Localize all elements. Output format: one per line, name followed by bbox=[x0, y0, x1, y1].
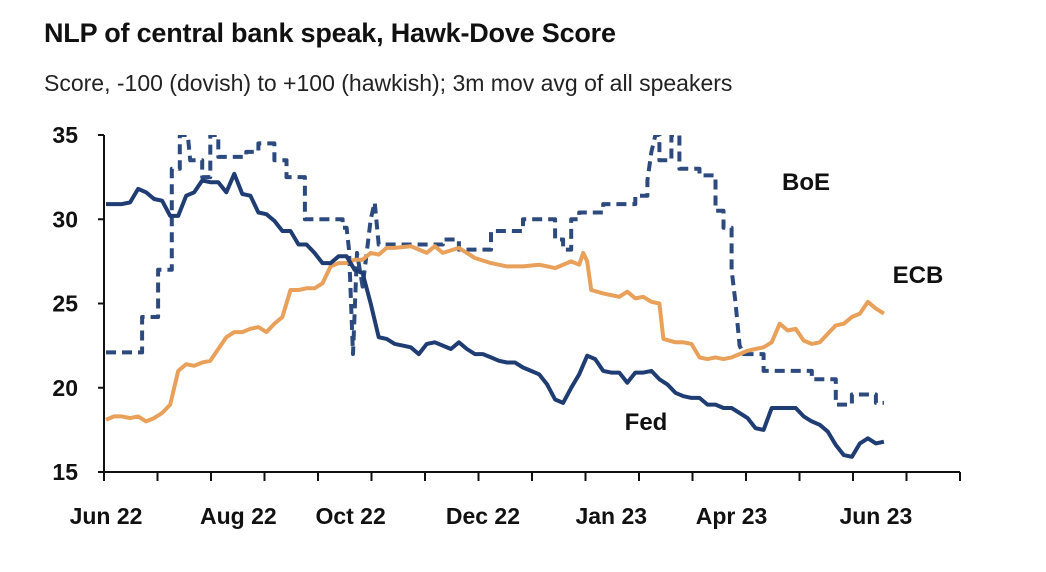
series-line-fed bbox=[106, 171, 885, 459]
chart-subtitle: Score, -100 (dovish) to +100 (hawkish); … bbox=[44, 70, 733, 96]
y-tick-label: 25 bbox=[52, 291, 78, 317]
y-tick-label: 15 bbox=[52, 459, 78, 485]
series-line-ecb bbox=[105, 244, 885, 424]
y-tick-label: 30 bbox=[52, 206, 78, 232]
x-tick-label: Aug 22 bbox=[200, 503, 277, 529]
series-label-boe: BoE bbox=[782, 169, 830, 196]
x-tick-label: Oct 22 bbox=[315, 503, 385, 529]
series-line-boe bbox=[106, 135, 884, 407]
x-tick-label: Jan 23 bbox=[575, 503, 647, 529]
x-tick-label: Jun 22 bbox=[70, 503, 143, 529]
y-tick-label: 20 bbox=[52, 375, 78, 401]
series-group bbox=[105, 135, 885, 459]
chart-title: NLP of central bank speak, Hawk-Dove Sco… bbox=[44, 18, 616, 48]
y-tick-label: 35 bbox=[52, 122, 78, 148]
x-tick-label: Dec 22 bbox=[446, 503, 520, 529]
x-tick-label: Apr 23 bbox=[696, 503, 768, 529]
series-labels: BoE ECB Fed bbox=[625, 169, 944, 436]
axes: 15 20 25 30 35 Jun 22 Aug 22 Oct 22 Dec 22 Jan 23… bbox=[52, 122, 961, 529]
series-label-fed: Fed bbox=[625, 409, 668, 436]
series-label-ecb: ECB bbox=[893, 262, 944, 289]
x-tick-label: Jun 23 bbox=[839, 503, 912, 529]
